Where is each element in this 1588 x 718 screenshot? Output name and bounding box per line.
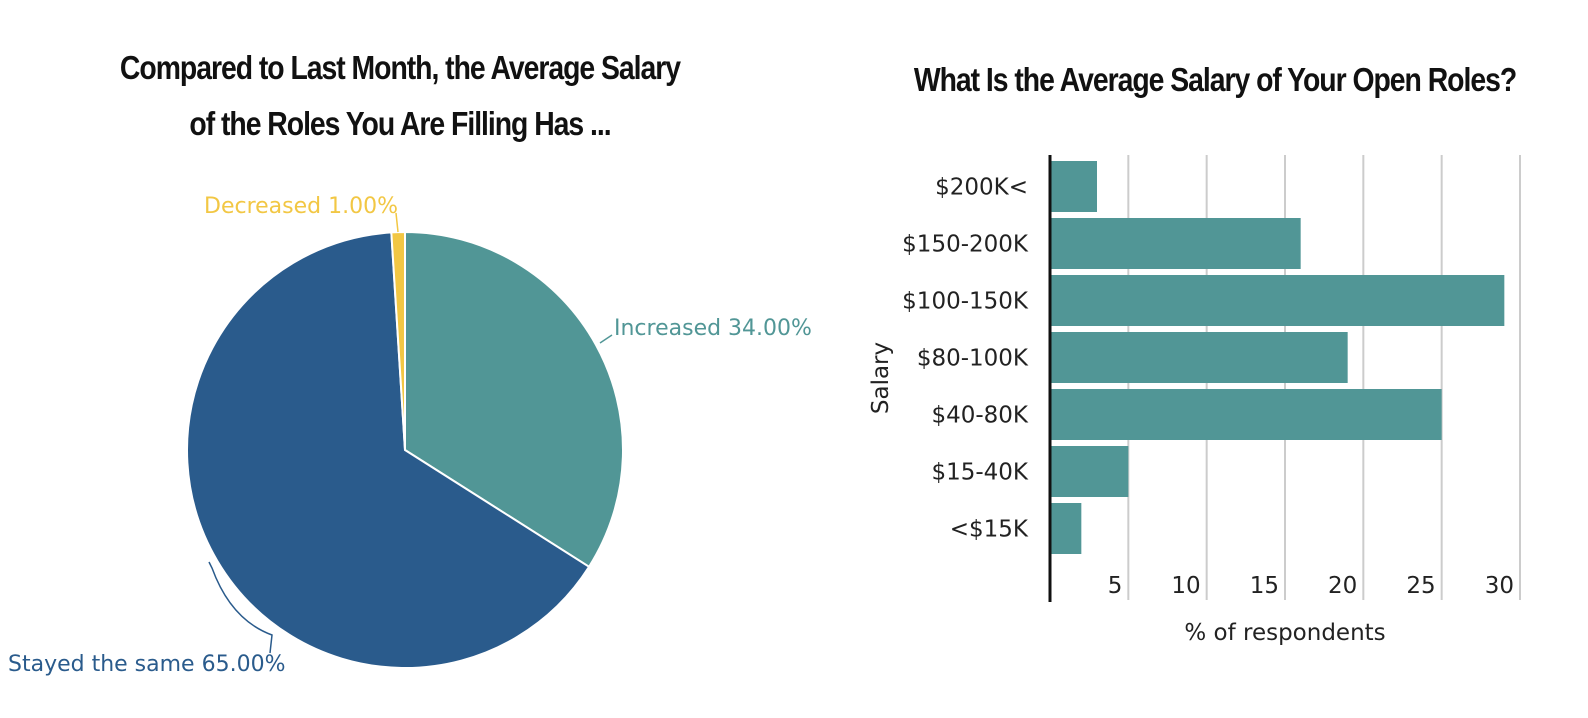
pie-title-line-1: Compared to Last Month, the Average Sala…	[119, 49, 681, 86]
bar-0	[1050, 161, 1097, 212]
bar-5	[1050, 446, 1129, 497]
pie-slice-increased	[404, 230, 624, 569]
bar-category-label: $100-150K	[902, 289, 1029, 315]
pie-slice-decreased	[390, 230, 406, 451]
pie-label: Decreased 1.00%	[204, 194, 398, 219]
pie-label: Increased 34.00%	[614, 316, 812, 341]
pie-title-line-2: of the Roles You Are Filling Has ...	[189, 105, 611, 142]
bar-category-label: $40-80K	[931, 403, 1028, 429]
bar-3	[1050, 332, 1348, 383]
bar-category-label: $80-100K	[917, 346, 1029, 372]
pie-chart-title: Compared to Last Month, the Average Sala…	[56, 40, 744, 152]
pie-label: Stayed the same 65.00%	[8, 652, 285, 677]
pie-leader-line	[208, 561, 273, 654]
bar-x-tick-label: 5	[1108, 573, 1123, 599]
bar-2	[1050, 275, 1505, 326]
bar-6	[1050, 503, 1082, 554]
pie-leader-line	[599, 334, 613, 344]
bar-1	[1050, 218, 1301, 269]
bar-category-label: $150-200K	[902, 232, 1029, 258]
bar-x-tick-label: 25	[1406, 573, 1435, 599]
bar-category-label: <$15K	[950, 517, 1029, 543]
pie-slice-stayed-the-same	[186, 231, 591, 669]
bar-category-label: $15-40K	[931, 460, 1028, 486]
bar-x-tick-label: 30	[1485, 573, 1514, 599]
pie-chart: Increased 34.00% Stayed the same 65.00% De…	[8, 194, 812, 677]
bar-chart-title: What Is the Average Salary of Your Open …	[913, 61, 1517, 98]
bar-4	[1050, 389, 1442, 440]
bar-y-axis-title: Salary	[868, 342, 894, 414]
pie-leader-line	[395, 212, 399, 233]
bar-x-tick-label: 10	[1171, 573, 1200, 599]
bar-x-tick-label: 20	[1328, 573, 1357, 599]
bar-category-label: $200K<	[935, 175, 1028, 201]
bar-x-axis-title: % of respondents	[1184, 620, 1385, 646]
bar-x-tick-label: 15	[1250, 573, 1279, 599]
